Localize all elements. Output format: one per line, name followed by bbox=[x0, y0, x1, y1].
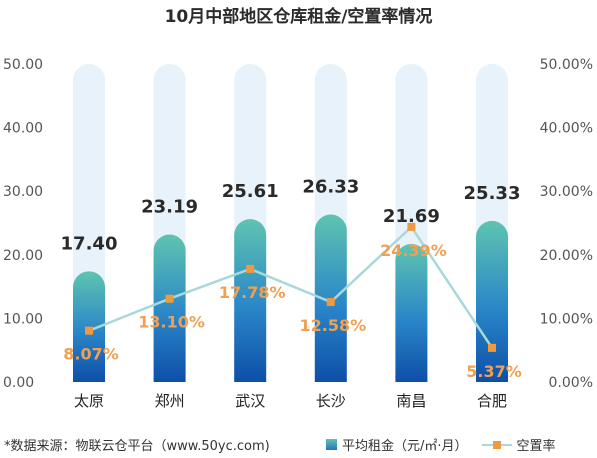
vacancy-marker bbox=[488, 343, 496, 352]
bar-value-label: 17.40 bbox=[61, 233, 118, 254]
x-category-label: 太原 bbox=[74, 392, 104, 410]
y-left-tick-label: 40.00 bbox=[3, 121, 43, 137]
y-right-tick-label: 20.00% bbox=[540, 248, 593, 264]
vacancy-value-label: 5.37% bbox=[466, 362, 522, 381]
bar bbox=[395, 244, 428, 382]
vacancy-marker bbox=[407, 222, 416, 231]
bar-value-label: 26.33 bbox=[302, 177, 359, 198]
legend-label-rent: 平均租金（元/㎡·月） bbox=[342, 439, 468, 454]
vacancy-value-label: 12.58% bbox=[299, 316, 366, 335]
vacancy-value-label: 24.39% bbox=[380, 241, 447, 260]
bar bbox=[73, 271, 105, 382]
y-right-tick-label: 0.00% bbox=[549, 375, 593, 391]
y-right-tick-label: 30.00% bbox=[540, 184, 593, 200]
vacancy-marker bbox=[246, 264, 255, 273]
vacancy-marker bbox=[326, 297, 335, 306]
vacancy-marker bbox=[165, 294, 174, 303]
legend-item-rent: 平均租金（元/㎡·月） bbox=[326, 435, 468, 454]
vacancy-marker bbox=[85, 326, 93, 335]
y-left-tick-label: 50.00 bbox=[3, 57, 43, 73]
y-left-tick-label: 0.00 bbox=[3, 375, 34, 391]
chart-title: 10月中部地区仓库租金/空置率情况 bbox=[164, 7, 433, 27]
bar-value-label: 25.61 bbox=[222, 181, 279, 202]
legend-item-vacancy: 空置率 bbox=[481, 435, 556, 454]
vacancy-value-label: 8.07% bbox=[63, 345, 119, 364]
vacancy-value-label: 17.78% bbox=[219, 283, 286, 302]
chart-plot: 0.00 10.00 20.00 30.00 40.00 50.00 0.00% 10.00%… bbox=[3, 57, 593, 410]
y-right-tick-label: 50.00% bbox=[540, 57, 593, 73]
y-left-tick-label: 20.00 bbox=[3, 248, 43, 264]
bar-value-label: 21.69 bbox=[383, 206, 440, 227]
vacancy-line bbox=[88, 224, 494, 349]
bar bbox=[234, 219, 267, 382]
x-category-label: 郑州 bbox=[155, 392, 185, 410]
y-right-tick-label: 40.00% bbox=[540, 121, 593, 137]
y-right-tick-label: 10.00% bbox=[540, 311, 593, 327]
source-note: *数据来源：物联云仓平台（www.50yc.com) bbox=[4, 439, 270, 454]
bar bbox=[476, 220, 508, 382]
bar-value-label: 25.33 bbox=[464, 183, 521, 204]
bar-value-label: 23.19 bbox=[141, 197, 198, 218]
x-category-label: 南昌 bbox=[396, 392, 426, 410]
legend-bar-swatch bbox=[326, 439, 337, 450]
y-left-tick-label: 10.00 bbox=[3, 311, 43, 327]
vacancy-value-label: 13.10% bbox=[138, 313, 205, 332]
legend: 平均租金（元/㎡·月） 空置率 bbox=[326, 435, 556, 454]
legend-line-swatch bbox=[481, 439, 512, 451]
legend-label-vacancy: 空置率 bbox=[516, 439, 556, 454]
x-category-label: 长沙 bbox=[316, 392, 346, 410]
bar bbox=[153, 234, 186, 382]
y-left-tick-label: 30.00 bbox=[3, 184, 43, 200]
x-category-label: 合肥 bbox=[477, 392, 507, 410]
x-category-label: 武汉 bbox=[235, 392, 265, 410]
